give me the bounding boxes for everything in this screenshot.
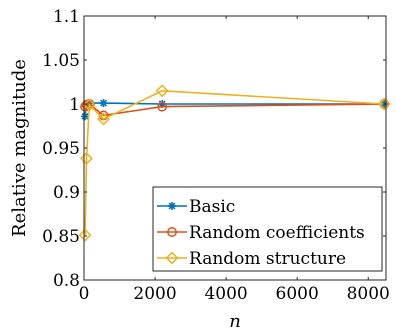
legend-marker (168, 202, 176, 210)
data-point (80, 152, 93, 166)
legend: Basic Random coefficients Random structure (152, 186, 383, 272)
legend-entry: Random structure (157, 249, 346, 269)
data-point (157, 101, 168, 112)
data-point (99, 99, 108, 108)
x-tick-label: 2000 (133, 284, 176, 304)
data-point (81, 112, 90, 121)
series-3 (78, 84, 391, 242)
data-point (155, 84, 169, 98)
data-point (82, 98, 96, 112)
x-tick-label: 6000 (276, 284, 319, 304)
legend-marker (167, 227, 177, 237)
legend-label: Random structure (189, 249, 346, 269)
legend-label: Basic (189, 197, 235, 217)
y-tick-label: 0.9 (53, 183, 80, 203)
y-tick-label: 0.8 (53, 271, 80, 291)
data-point (377, 97, 391, 111)
series-layer (78, 84, 391, 242)
data-point (78, 228, 92, 242)
x-tick-label: 0 (79, 284, 90, 304)
y-tick-label: 1 (69, 95, 80, 115)
ticks-layer: 0 2000 4000 6000 8000 0.8 0.85 0.9 0.95 1 1.05 1.1 (42, 7, 390, 304)
x-axis-title: n (229, 311, 241, 332)
legend-label: Random coefficients (189, 223, 365, 243)
legend-entry: Random coefficients (157, 223, 365, 243)
y-axis-title: Relative magnitude (9, 59, 30, 237)
y-tick-label: 0.85 (42, 227, 80, 247)
series-line (84, 89, 385, 236)
x-tick-label: 4000 (204, 284, 247, 304)
legend-marker (165, 251, 179, 265)
data-point (97, 112, 111, 126)
y-tick-label: 1.05 (42, 51, 80, 71)
y-tick-label: 1.1 (53, 7, 80, 27)
legend-entry: Basic (157, 197, 235, 217)
x-tick-label: 8000 (347, 284, 390, 304)
y-tick-label: 0.95 (42, 139, 80, 159)
legend-box (152, 186, 383, 272)
series-line (84, 103, 385, 117)
